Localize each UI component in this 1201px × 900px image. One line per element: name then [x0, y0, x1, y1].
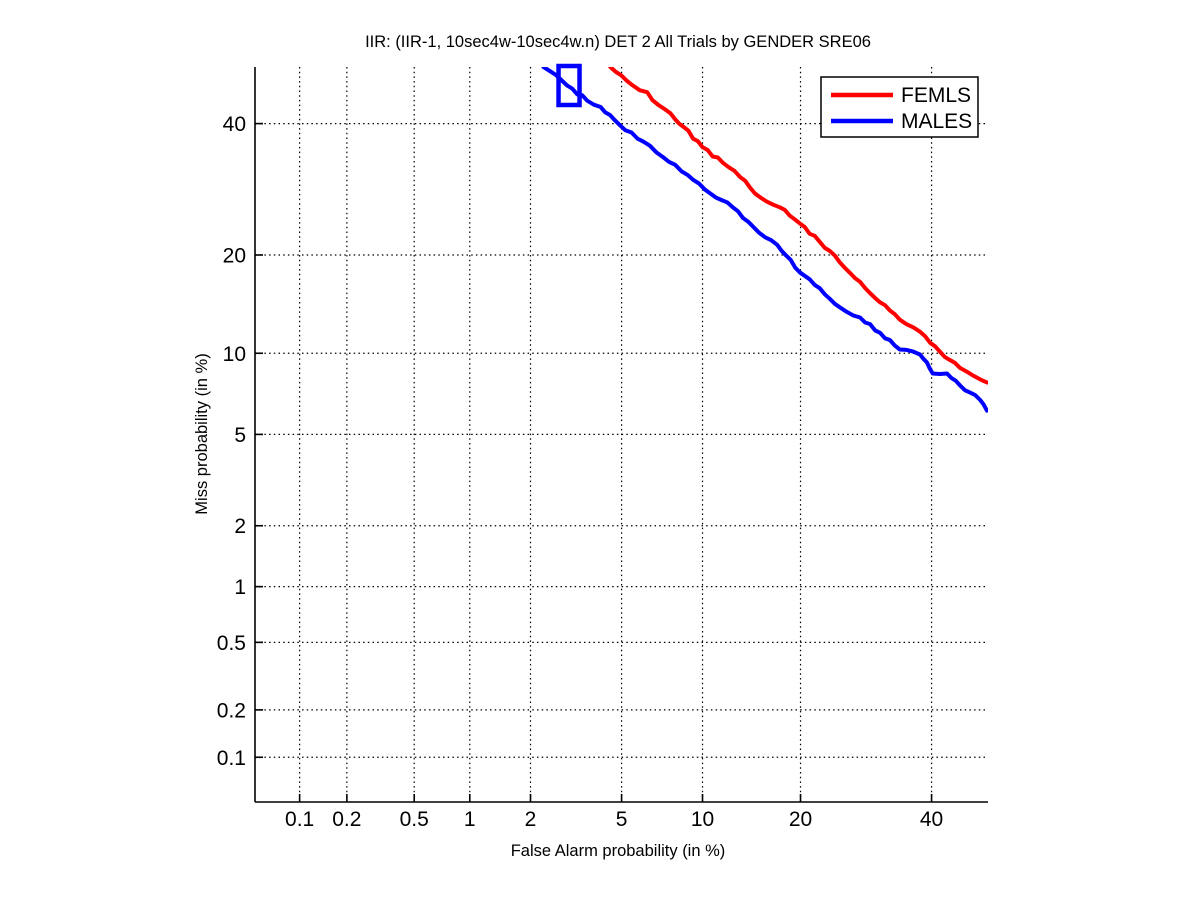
- x-tick-label: 2: [525, 808, 537, 831]
- x-tick-label: 1: [464, 808, 476, 831]
- y-tick-label: 2: [234, 515, 246, 538]
- x-tick-label: 40: [920, 808, 943, 831]
- y-tick-label: 0.5: [217, 632, 246, 655]
- y-tick-label: 5: [234, 424, 246, 447]
- y-tick-label: 40: [223, 113, 246, 136]
- grid: [255, 67, 988, 802]
- y-tick-label: 20: [223, 244, 246, 267]
- legend-label-femls: FEMLS: [901, 84, 971, 107]
- legend-label-males: MALES: [901, 110, 972, 133]
- axes: [254, 67, 988, 803]
- operating-point-marker-males: [556, 63, 582, 108]
- curves: [541, 67, 988, 413]
- legend-box: [820, 76, 979, 138]
- tick-labels: 0.1 0.2 0.5 1 2 5 10 20 40 0.1 0.2 0.5 1 2 5 10 20 40: [217, 113, 943, 831]
- x-tick-label: 0.1: [285, 808, 314, 831]
- markers: [556, 63, 582, 108]
- x-tick-label: 10: [691, 808, 714, 831]
- x-tick-label: 20: [789, 808, 812, 831]
- y-tick-label: 0.2: [217, 699, 246, 722]
- x-tick-label: 0.5: [400, 808, 429, 831]
- x-tick-label: 0.2: [332, 808, 361, 831]
- y-axis-label: Miss probability (in %): [193, 353, 211, 514]
- x-axis-label: False Alarm probability (in %): [511, 842, 726, 860]
- curve-femls: [608, 67, 988, 385]
- x-tick-label: 5: [616, 808, 628, 831]
- chart-title: IIR: (IIR-1, 10sec4w-10sec4w.n) DET 2 Al…: [365, 33, 871, 51]
- y-tick-label: 1: [234, 576, 246, 599]
- legend: FEMLS MALES: [820, 76, 979, 138]
- curve-males: [541, 67, 988, 413]
- y-tick-label: 10: [223, 343, 246, 366]
- y-tick-label: 0.1: [217, 747, 246, 770]
